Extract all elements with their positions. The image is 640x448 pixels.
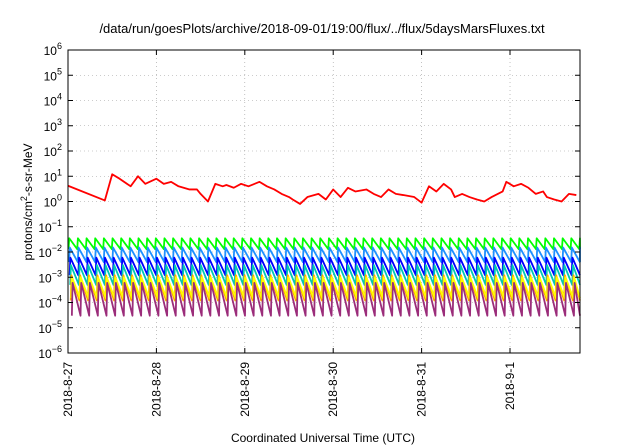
y-tick-label: 104 [44, 92, 62, 109]
series-layer [67, 173, 581, 317]
y-tick-label: 105 [44, 66, 62, 83]
y-tick-label: 10−2 [38, 243, 62, 260]
y-tick-label: 10−1 [38, 218, 62, 235]
y-tick-label: 10−4 [38, 294, 62, 311]
y-axis-label: protons/cm2-s-sr-MeV [19, 143, 35, 260]
y-tick-label: 10−5 [38, 319, 62, 336]
y-axis-ticks: 10−6 10−5 10−4 10−3 10−2 10−1 100 101 102 103 104 1… [38, 41, 580, 361]
x-tick-label: 2018-8-31 [415, 362, 429, 417]
x-axis-label: Coordinated Universal Time (UTC) [231, 431, 415, 445]
y-tick-label: 103 [44, 117, 62, 134]
y-tick-label: 100 [44, 193, 62, 210]
chart-title: /data/run/goesPlots/archive/2018-09-01/1… [99, 21, 545, 36]
y-tick-label: 10−3 [38, 268, 62, 285]
y-tick-label: 106 [44, 41, 62, 58]
x-tick-label: 2018-8-29 [238, 362, 252, 417]
series-line-1 [67, 173, 577, 205]
x-tick-label: 2018-8-28 [149, 362, 163, 417]
series-line-2 [67, 237, 581, 251]
series-line-5 [69, 264, 581, 286]
y-tick-label: 102 [44, 142, 62, 159]
x-tick-label: 2018-9-1 [503, 362, 517, 410]
x-axis-ticks: 2018-8-27 2018-8-28 2018-8-29 2018-8-30 2018… [61, 50, 517, 417]
series-line-8 [70, 281, 581, 317]
y-tick-label: 10−6 [38, 344, 62, 361]
x-tick-label: 2018-8-27 [61, 362, 75, 417]
series-line-3 [68, 246, 581, 263]
y-tick-label: 101 [44, 167, 62, 184]
x-tick-label: 2018-8-30 [326, 362, 340, 417]
